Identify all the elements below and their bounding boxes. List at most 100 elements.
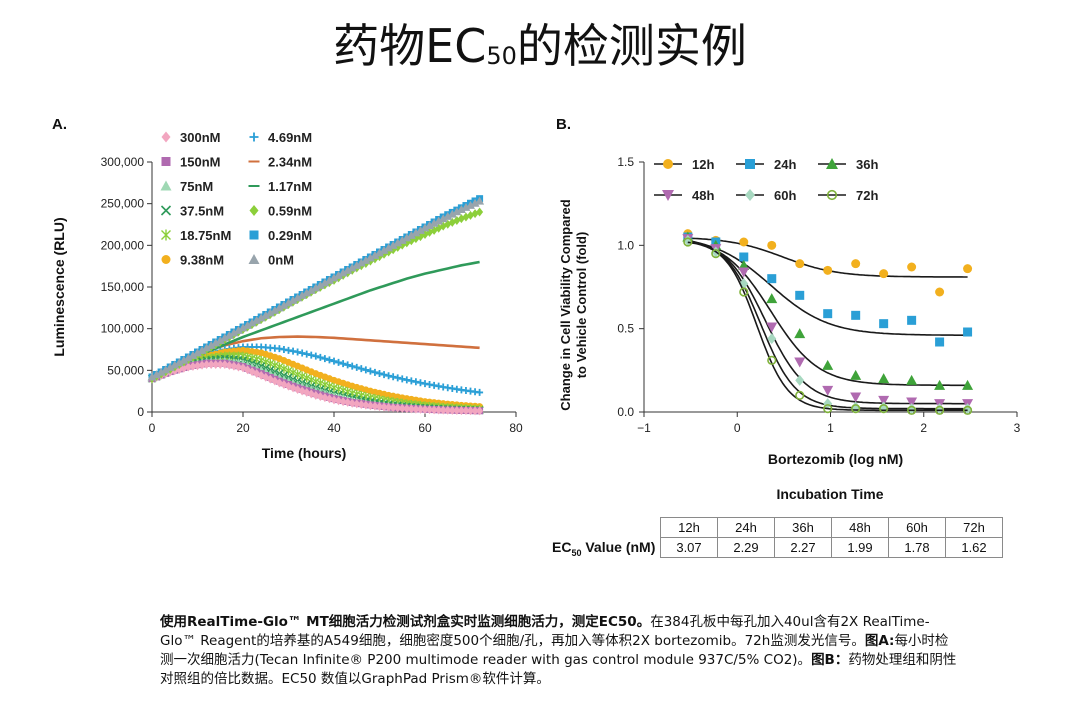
data-point xyxy=(767,240,777,250)
chart-b-viability: 0.0 0.5 1.0 1.5 −1 0 1 2 3 Bortezomib (log nM) Cha… xyxy=(558,155,1021,467)
legend-marker xyxy=(161,131,171,143)
caption-panel-b: 药物处理组和阴性对照组的倍比数据。EC50 数值以GraphPad Prism®… xyxy=(160,652,957,687)
data-point xyxy=(156,367,166,376)
data-point xyxy=(471,406,479,416)
data-point xyxy=(388,240,398,249)
title-subscript: 50 xyxy=(486,42,517,70)
table-header-cell: 36h xyxy=(774,517,832,538)
chart-a-y-tick-label: 150,000 xyxy=(101,280,145,294)
data-point xyxy=(878,373,890,384)
data-point xyxy=(907,403,917,415)
data-point xyxy=(476,207,484,217)
table-header-cell: 60h xyxy=(888,517,946,538)
panel-b-label: B. xyxy=(556,116,571,133)
legend-label: 0.29nM xyxy=(268,228,312,243)
data-point xyxy=(739,252,749,262)
data-point xyxy=(234,362,242,372)
chart-a-x-tick-label: 0 xyxy=(149,421,156,435)
data-point xyxy=(471,209,479,219)
data-point xyxy=(403,404,411,414)
data-point xyxy=(407,404,415,414)
data-point xyxy=(315,280,325,289)
data-point xyxy=(412,234,420,244)
data-point xyxy=(448,405,456,415)
data-point xyxy=(179,355,189,364)
legend-marker xyxy=(161,255,171,264)
fit-curve-48h xyxy=(687,239,968,405)
series-0nm xyxy=(147,196,485,381)
data-point xyxy=(448,217,456,227)
data-point xyxy=(329,273,339,282)
table-row-label: EC50 Value (nM) xyxy=(552,539,655,558)
data-point xyxy=(402,233,412,242)
data-point xyxy=(475,196,485,205)
legend-label: 0nM xyxy=(268,253,294,268)
legend-marker xyxy=(826,158,838,169)
legend-marker xyxy=(249,132,259,142)
data-point xyxy=(397,235,407,244)
data-point xyxy=(457,214,465,224)
chart-a-y-tick-label: 100,000 xyxy=(101,322,145,336)
data-point xyxy=(344,361,352,369)
page-title: 药物EC50的检测实例 xyxy=(0,10,1080,76)
data-point xyxy=(375,248,384,257)
data-point xyxy=(444,219,452,229)
data-point xyxy=(274,303,284,312)
ec50-table: 12h 24h 36h 48h 60h 72h 3.07 2.29 2.27 1… xyxy=(660,517,1003,558)
data-point xyxy=(339,397,347,407)
table-value-cell: 1.78 xyxy=(888,537,946,558)
data-point xyxy=(822,385,834,396)
data-point xyxy=(851,404,861,414)
chart-a-x-tick-label: 60 xyxy=(418,421,432,435)
chart-b-y-axis-label-line2: to Vehicle Control (fold) xyxy=(574,232,589,379)
data-point xyxy=(183,353,193,362)
data-point xyxy=(447,209,457,218)
data-point xyxy=(316,391,324,401)
data-point xyxy=(344,397,352,407)
data-point xyxy=(229,328,239,337)
data-point xyxy=(316,353,324,361)
data-point xyxy=(306,285,316,294)
data-point xyxy=(962,379,974,390)
data-point xyxy=(739,278,749,290)
data-point xyxy=(794,357,806,368)
figure-caption: 使用RealTime-Glo™ MT细胞活力检测试剂盒实时监测细胞活力，测定EC… xyxy=(160,613,960,689)
legend-label: 300nM xyxy=(180,130,220,145)
legend-marker xyxy=(160,180,172,191)
legend-label: 75nM xyxy=(180,179,213,194)
data-point xyxy=(334,270,344,279)
data-point xyxy=(366,401,374,411)
chart-b-y-tick-label: 1.0 xyxy=(617,238,634,252)
data-point xyxy=(298,349,306,357)
data-point xyxy=(466,200,475,209)
series-72h xyxy=(683,237,973,415)
data-point xyxy=(963,327,973,337)
data-point xyxy=(366,367,374,375)
data-point xyxy=(270,305,280,314)
data-point xyxy=(221,360,229,369)
data-point xyxy=(321,355,329,363)
data-point xyxy=(284,298,293,307)
data-point xyxy=(353,363,361,371)
chart-b-y-tick-label: 1.5 xyxy=(617,155,634,169)
data-point xyxy=(935,405,945,415)
data-point xyxy=(795,374,805,386)
data-point xyxy=(362,400,370,410)
legend-label: 12h xyxy=(692,157,714,172)
data-point xyxy=(794,328,806,339)
data-point xyxy=(202,343,212,352)
data-point xyxy=(767,274,777,284)
chart-b-x-axis-label: Bortezomib (log nM) xyxy=(768,451,903,467)
data-point xyxy=(198,360,206,370)
data-point xyxy=(170,360,180,369)
data-point xyxy=(907,262,917,272)
chart-a-x-tick-label: 80 xyxy=(509,421,523,435)
data-point xyxy=(738,267,750,278)
chart-a-y-tick-label: 250,000 xyxy=(101,197,145,211)
table-value-cell: 3.07 xyxy=(660,537,718,558)
data-point xyxy=(189,361,197,371)
title-main: 药物EC xyxy=(333,19,487,73)
data-point xyxy=(324,275,334,284)
data-point xyxy=(320,278,330,287)
chart-a-y-tick-label: 300,000 xyxy=(101,155,145,169)
